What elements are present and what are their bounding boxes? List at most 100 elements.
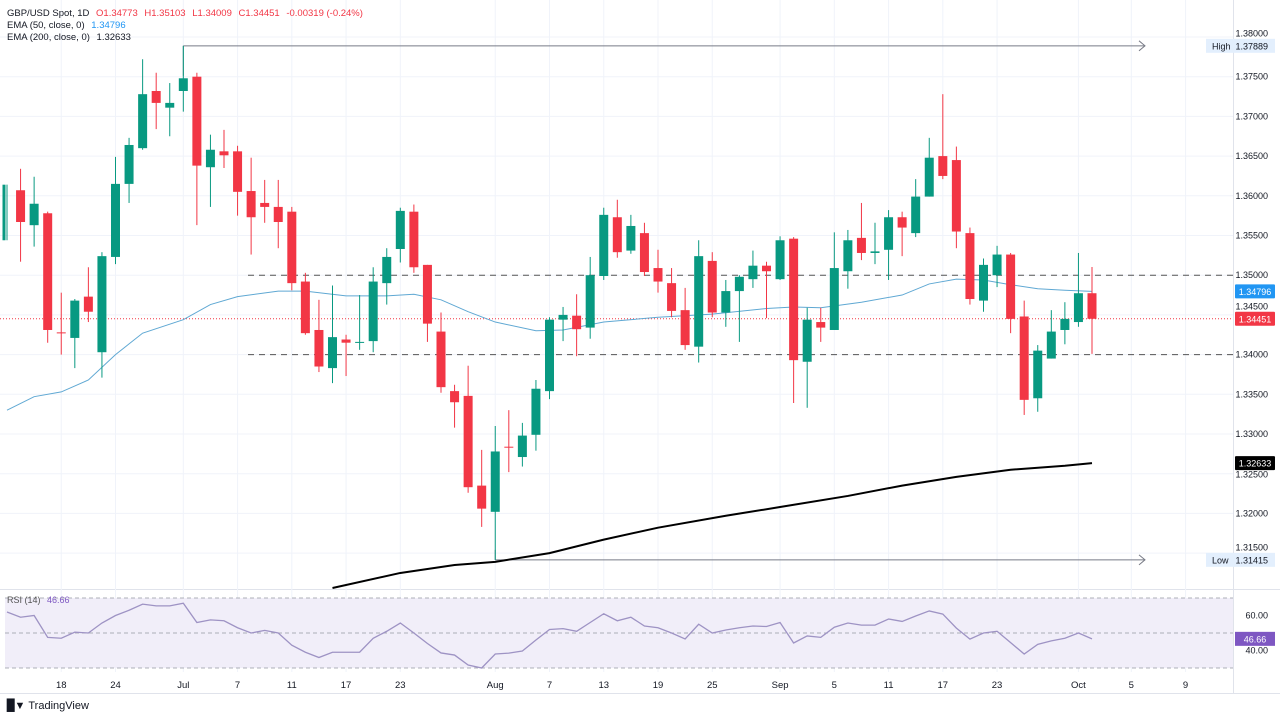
candle-body [1060, 318, 1070, 330]
x-tick-label: 13 [598, 680, 609, 691]
legend-change: -0.00319 (-0.24%) [286, 8, 363, 19]
price-tick-label: 1.35000 [1235, 270, 1268, 280]
price-axis[interactable]: 1.38000 1.37500 1.37000 1.36500 1.36000 1.355… [1235, 28, 1268, 552]
candle [233, 145, 243, 216]
candle [16, 168, 26, 262]
legend-ema50-row[interactable]: EMA (50, close, 0) 1.34796 [7, 20, 367, 32]
candle-body [517, 435, 527, 458]
candle-body [545, 319, 554, 392]
candle [734, 275, 744, 342]
price-tick-label: 1.33000 [1235, 429, 1268, 439]
tradingview-logo[interactable]: ▉▼ TradingView [7, 699, 89, 713]
rsi-legend[interactable]: RSI (14) 46.66 [7, 594, 74, 606]
candle [694, 240, 704, 363]
candle-body [992, 254, 1002, 276]
candle [1060, 302, 1070, 345]
rsi-line [6, 602, 1093, 669]
legend-ema50-value: 1.34796 [91, 20, 126, 31]
candle [897, 211, 907, 257]
candle [612, 199, 622, 258]
candle [1006, 252, 1016, 334]
candle [287, 206, 297, 291]
price-axis-border [1233, 0, 1234, 693]
price-tick-label: 1.36000 [1235, 191, 1268, 201]
candle-body [83, 296, 93, 312]
x-tick-label: 7 [235, 680, 240, 691]
candle [138, 59, 148, 150]
candle [762, 261, 771, 319]
candle-body [328, 337, 337, 369]
candle-body [558, 314, 568, 320]
candle-body [192, 76, 202, 166]
x-tick-label: Oct [1071, 680, 1086, 691]
tradingview-logo-icon: ▉▼ [7, 700, 25, 712]
candle [599, 207, 609, 280]
x-tick-label: 5 [832, 680, 837, 691]
candle-body [585, 275, 595, 328]
chart-legend: GBP/USD Spot, 1D O1.34773 H1.35103 L1.34… [7, 8, 367, 44]
candle [314, 299, 324, 373]
candle-body [870, 251, 880, 253]
candle-body [2, 184, 6, 241]
ema50-line [6, 278, 1093, 411]
time-axis[interactable]: 18 24 Jul 7 11 17 23 Aug 7 13 19 25 Sep 5 11 17 23 Oct 5 9 [56, 680, 1188, 691]
candle [1087, 267, 1097, 354]
rsi-legend-value: 46.66 [47, 595, 70, 605]
high-label-bg [1206, 38, 1275, 53]
pane-separator [0, 589, 1280, 590]
candle [789, 237, 799, 404]
candle [843, 229, 853, 289]
candle [965, 227, 975, 305]
candle-body [979, 264, 988, 301]
legend-ema50-label: EMA (50, close, 0) [7, 20, 85, 31]
candle-body [341, 339, 351, 343]
candle-body [924, 157, 934, 197]
candle-body [97, 256, 107, 353]
legend-symbol[interactable]: GBP/USD Spot, 1D [7, 8, 90, 19]
candle [355, 295, 365, 350]
price-tick-label: 1.37000 [1235, 111, 1268, 121]
candle-body [70, 300, 80, 338]
ema50-path [6, 278, 1093, 411]
last-price-badge: 1.34451 [1239, 314, 1272, 324]
candle [300, 272, 310, 335]
candle-body [789, 238, 799, 361]
candle [572, 294, 582, 357]
candle [178, 45, 188, 112]
x-tick-label: Aug [487, 680, 504, 691]
tradingview-brand: TradingView [28, 699, 89, 712]
candle-body [599, 214, 609, 276]
last-price-badge-bg [1235, 311, 1275, 326]
candle-body [219, 151, 229, 156]
candle-body [300, 281, 310, 334]
candle [924, 137, 934, 197]
candle-body [382, 256, 392, 284]
candle-body [1073, 293, 1083, 323]
candle [992, 245, 1002, 288]
candle [151, 72, 161, 130]
candle-body [1087, 293, 1097, 319]
candle-body [490, 451, 500, 512]
high-label: High [1212, 41, 1231, 51]
legend-high: H1.35103 [144, 8, 186, 19]
candle [382, 248, 392, 305]
candle [531, 380, 541, 451]
low-value: 1.31415 [1235, 555, 1268, 565]
candle-body [694, 256, 704, 347]
legend-ema200-row[interactable]: EMA (200, close, 0) 1.32633 [7, 32, 367, 44]
candle [490, 426, 500, 560]
candle [979, 258, 988, 312]
legend-ema200-label: EMA (200, close, 0) [7, 32, 90, 43]
ema200-path [332, 462, 1093, 590]
candle-body [422, 264, 432, 324]
price-badges: High 1.37889 Low 1.31415 1.34796 1.34451 1.326… [1206, 38, 1275, 646]
candle [273, 179, 283, 249]
candle-body [260, 202, 270, 207]
candle-body [802, 319, 812, 362]
candle [1019, 300, 1029, 415]
candle-body [111, 183, 120, 257]
x-tick-label: 25 [707, 680, 718, 691]
candle-body [721, 291, 731, 313]
rsi-tick-label: 60.00 [1245, 611, 1268, 621]
